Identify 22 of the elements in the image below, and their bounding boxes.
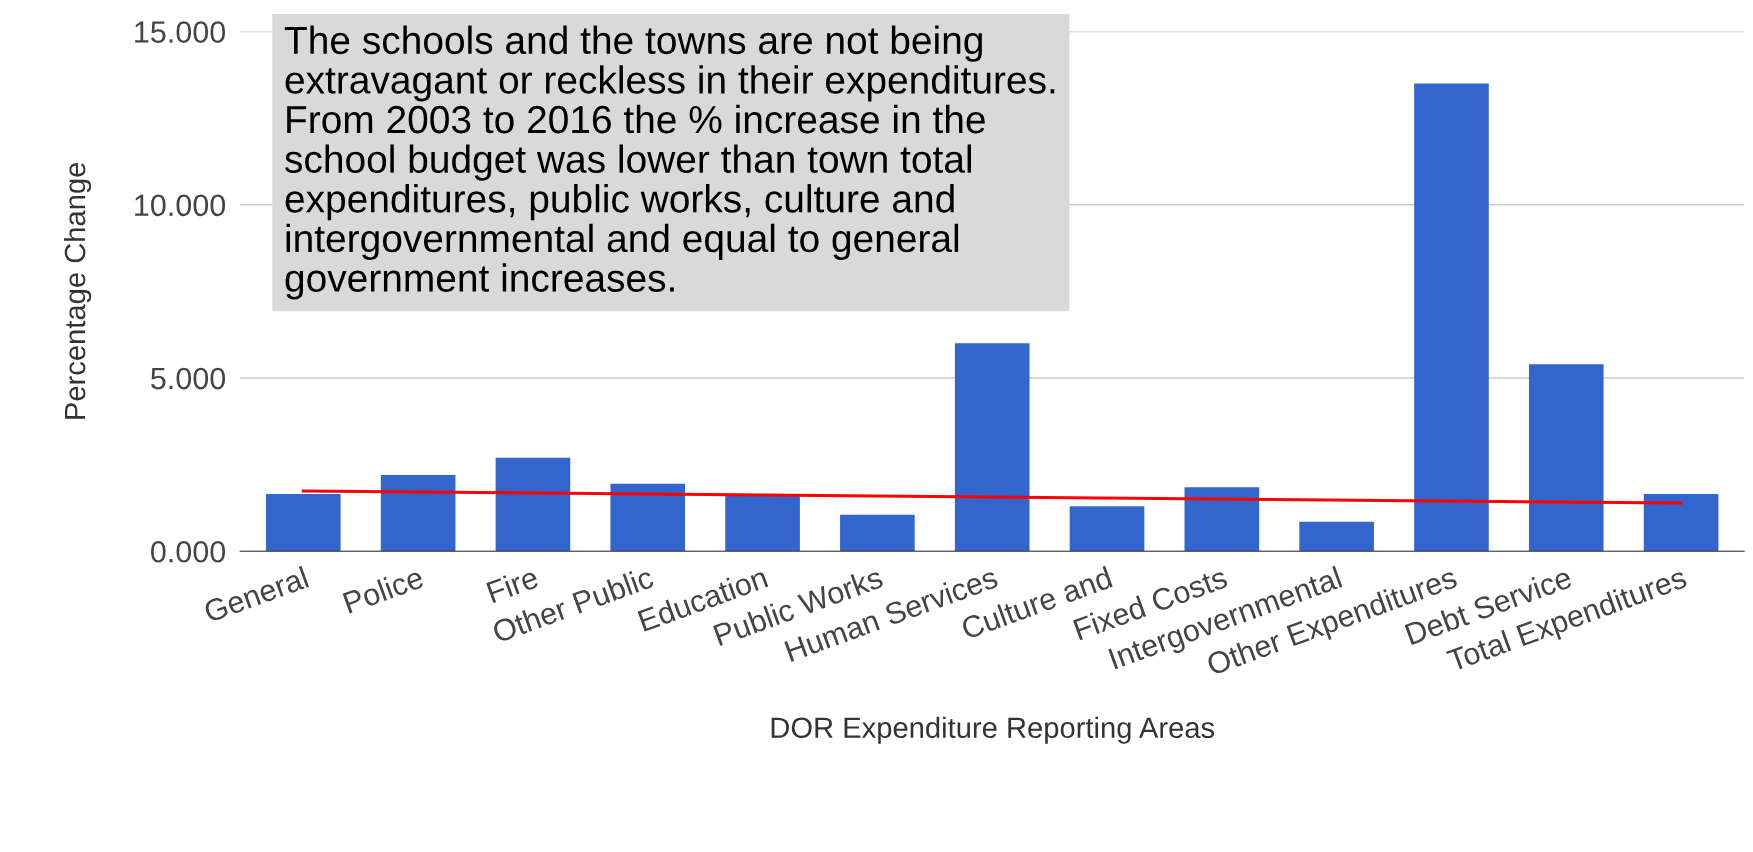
bar bbox=[610, 483, 686, 552]
y-tick-label: 15.000 bbox=[135, 21, 226, 43]
bar bbox=[495, 457, 571, 552]
bar bbox=[265, 494, 341, 552]
y-tick-label: 0.000 bbox=[151, 540, 226, 563]
bar bbox=[1528, 364, 1604, 552]
x-tick-label: Fire bbox=[485, 565, 540, 604]
bar bbox=[1299, 521, 1374, 552]
bar bbox=[1414, 83, 1489, 552]
x-axis-title: DOR Expenditure Reporting Areas bbox=[771, 716, 1215, 744]
bar bbox=[840, 514, 915, 552]
y-tick-label: 10.000 bbox=[135, 194, 226, 217]
bar bbox=[1069, 506, 1145, 552]
x-tick-label: Police bbox=[342, 565, 425, 614]
bar bbox=[380, 475, 456, 552]
bar bbox=[954, 343, 1030, 552]
y-tick-label: 5.000 bbox=[151, 367, 226, 390]
annotation: The schools and the towns are not being extravagant or reckless in their expenditures. From 2003 to 2016 the % increase in the school budget was lower than town total expenditures, public works, culture and intergovernmental and equal to general government increases. bbox=[284, 25, 1055, 300]
bar bbox=[725, 494, 800, 552]
bar bbox=[1643, 494, 1719, 552]
y-axis-title: Percentage Change bbox=[63, 162, 92, 419]
bar bbox=[1184, 487, 1260, 552]
